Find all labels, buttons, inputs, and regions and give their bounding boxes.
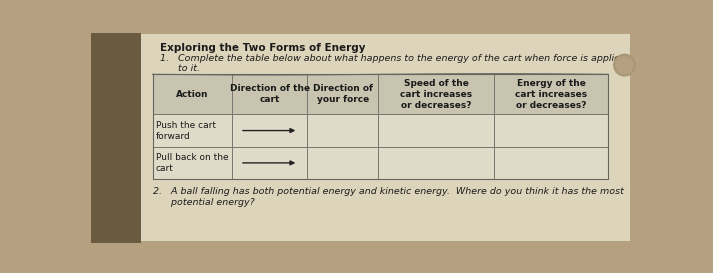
Text: Direction of the
cart: Direction of the cart xyxy=(230,84,310,104)
Bar xyxy=(307,114,378,147)
Text: Energy of the
cart increases
or decreases?: Energy of the cart increases or decrease… xyxy=(515,79,588,110)
Bar xyxy=(232,114,307,147)
Circle shape xyxy=(616,57,633,73)
Text: Push the cart
forward: Push the cart forward xyxy=(155,120,215,141)
Text: Pull back on the
cart: Pull back on the cart xyxy=(155,153,228,173)
Bar xyxy=(232,74,307,114)
Bar xyxy=(153,74,232,114)
Bar xyxy=(153,74,608,179)
Bar xyxy=(307,147,378,179)
Bar xyxy=(232,147,307,179)
Bar xyxy=(153,114,232,147)
Text: Speed of the
cart increases
or decreases?: Speed of the cart increases or decreases… xyxy=(400,79,472,110)
Text: Action: Action xyxy=(176,90,209,99)
Bar xyxy=(494,147,608,179)
Text: Exploring the Two Forms of Energy: Exploring the Two Forms of Energy xyxy=(160,43,366,53)
Bar xyxy=(378,147,494,179)
Bar xyxy=(153,147,232,179)
Bar xyxy=(378,114,494,147)
Polygon shape xyxy=(91,33,141,243)
Bar xyxy=(378,74,494,114)
Bar xyxy=(494,74,608,114)
Text: potential energy?: potential energy? xyxy=(153,198,254,207)
Bar xyxy=(494,114,608,147)
Bar xyxy=(307,74,378,114)
Text: Direction of
your force: Direction of your force xyxy=(313,84,373,104)
Text: to it.: to it. xyxy=(160,64,200,73)
Circle shape xyxy=(614,54,635,76)
Text: 1.   Complete the table below about what happens to the energy of the cart when : 1. Complete the table below about what h… xyxy=(160,54,626,63)
Text: 2.   A ball falling has both potential energy and kinetic energy.  Where do you : 2. A ball falling has both potential ene… xyxy=(153,187,623,196)
Polygon shape xyxy=(141,34,630,241)
